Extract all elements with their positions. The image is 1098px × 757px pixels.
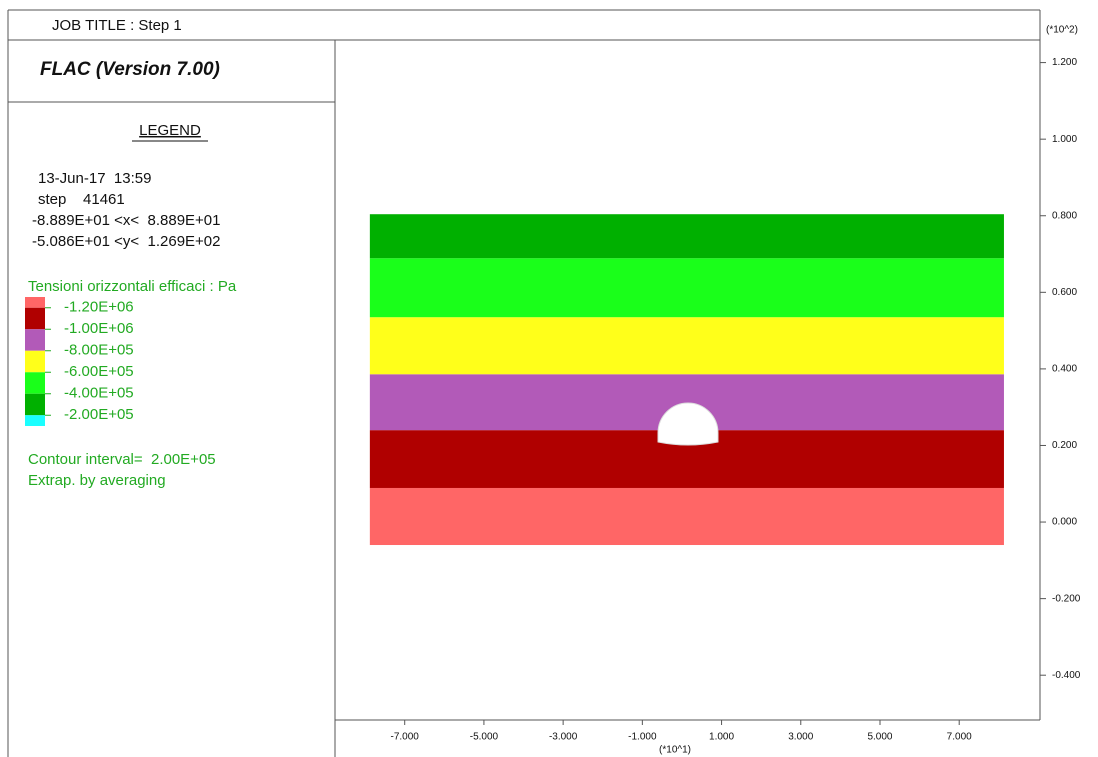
x-tick-label: -1.000 bbox=[628, 732, 657, 743]
contour-band bbox=[369, 258, 1004, 318]
legend-swatch bbox=[25, 307, 45, 330]
legend-level: -2.00E+05 bbox=[64, 406, 134, 423]
legend-swatch bbox=[25, 393, 45, 416]
y-tick-label: 0.200 bbox=[1052, 440, 1077, 451]
y-tick-label: 0.600 bbox=[1052, 287, 1077, 298]
legend-swatch bbox=[25, 350, 45, 373]
contour-band bbox=[369, 487, 1004, 546]
legend-level: -1.00E+06 bbox=[64, 320, 134, 337]
legend-level: -6.00E+05 bbox=[64, 363, 134, 380]
legend-swatch bbox=[25, 372, 45, 394]
program-title: FLAC (Version 7.00) bbox=[40, 59, 220, 80]
y-tick-label: 1.200 bbox=[1052, 57, 1077, 68]
legend-level: -4.00E+05 bbox=[64, 385, 134, 402]
contour-band bbox=[369, 214, 1004, 259]
tunnel bbox=[657, 402, 719, 446]
y-tick-label: 0.000 bbox=[1052, 517, 1077, 528]
legend-swatch bbox=[25, 329, 45, 351]
legend-swatch bbox=[25, 415, 45, 426]
legend-level: -8.00E+05 bbox=[64, 342, 134, 359]
y-tick-label: 0.400 bbox=[1052, 364, 1077, 375]
contour-band bbox=[369, 317, 1004, 375]
info-line: -5.086E+01 <y< 1.269E+02 bbox=[32, 233, 221, 250]
x-tick-label: -3.000 bbox=[549, 732, 578, 743]
info-line: -8.889E+01 <x< 8.889E+01 bbox=[32, 212, 221, 229]
job-title: JOB TITLE : Step 1 bbox=[52, 17, 182, 34]
y-tick-label: 0.800 bbox=[1052, 210, 1077, 221]
legend-title: Tensioni orizzontali efficaci : Pa bbox=[28, 278, 237, 295]
y-tick-label: 1.000 bbox=[1052, 134, 1077, 145]
legend-swatch bbox=[25, 297, 45, 308]
x-tick-label: 5.000 bbox=[867, 732, 892, 743]
x-tick-label: 1.000 bbox=[709, 732, 734, 743]
y-tick-label: -0.400 bbox=[1052, 670, 1081, 681]
legend-level: -1.20E+06 bbox=[64, 299, 134, 316]
info-line: step 41461 bbox=[38, 191, 125, 208]
y-multiplier: (*10^2) bbox=[1046, 25, 1078, 36]
note: Contour interval= 2.00E+05 bbox=[28, 451, 216, 468]
x-tick-label: 7.000 bbox=[947, 732, 972, 743]
y-tick-label: -0.200 bbox=[1052, 593, 1081, 604]
x-tick-label: -7.000 bbox=[391, 732, 420, 743]
legend-heading: LEGEND bbox=[139, 122, 201, 139]
note: Extrap. by averaging bbox=[28, 472, 166, 489]
x-tick-label: -5.000 bbox=[470, 732, 499, 743]
x-multiplier: (*10^1) bbox=[659, 745, 691, 756]
x-tick-label: 3.000 bbox=[788, 732, 813, 743]
tunnel-layer bbox=[657, 402, 719, 446]
info-line: 13-Jun-17 13:59 bbox=[38, 170, 151, 187]
